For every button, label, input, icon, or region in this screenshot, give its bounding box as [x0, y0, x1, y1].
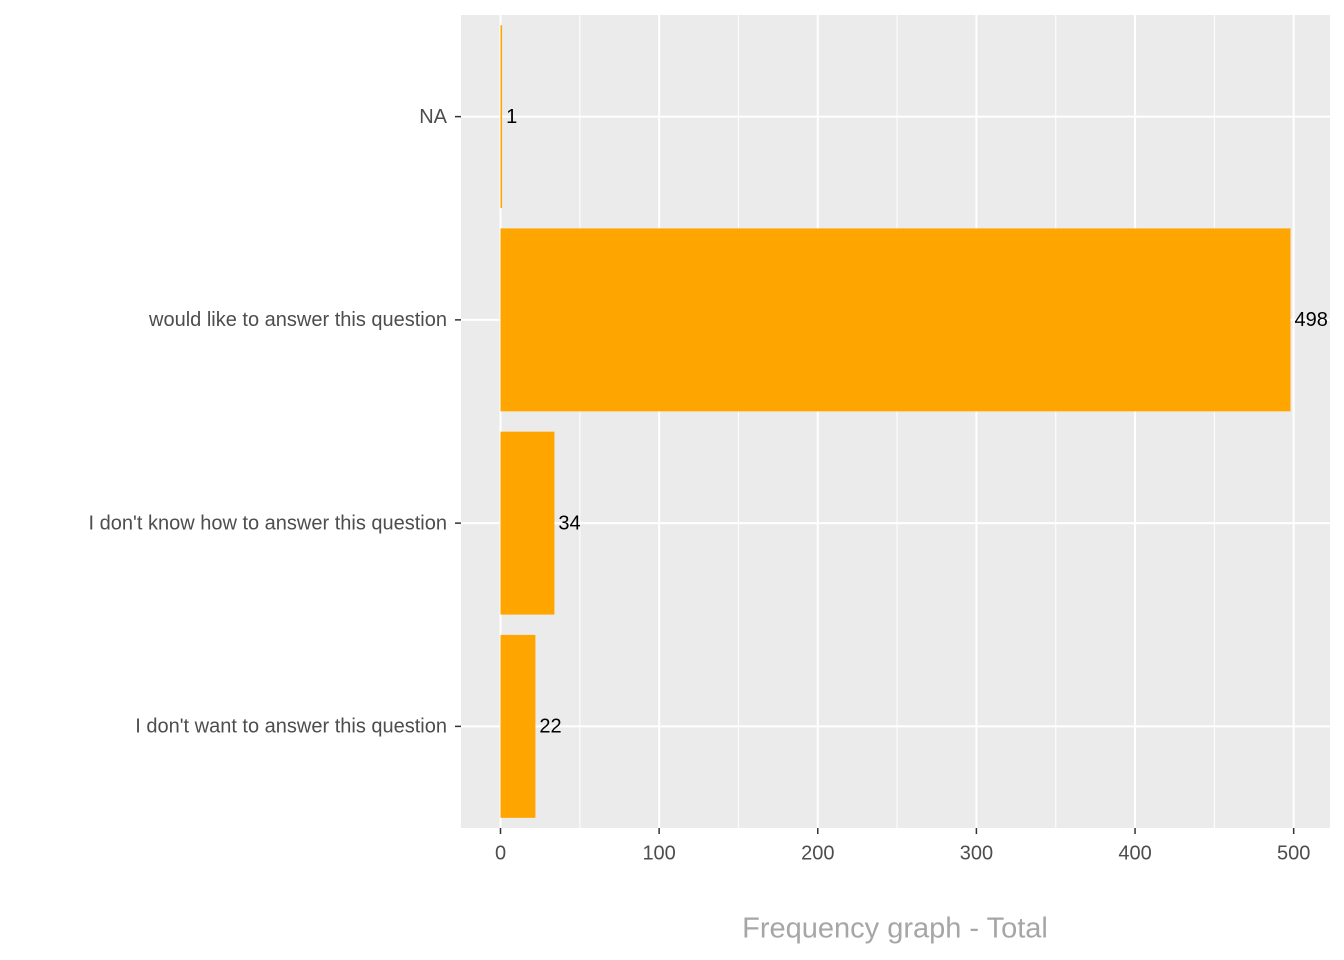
x-tick-label: 400: [1118, 842, 1151, 864]
bar: [500, 634, 536, 818]
x-tick-label: 500: [1277, 842, 1310, 864]
y-tick-label: I don't know how to answer this question: [89, 512, 447, 534]
y-tick-label: I don't want to answer this question: [135, 716, 447, 738]
x-tick-label: 200: [801, 842, 834, 864]
bar: [500, 228, 1291, 412]
bar: [500, 25, 503, 209]
x-tick-label: 300: [960, 842, 993, 864]
y-tick-label: NA: [419, 106, 447, 128]
x-axis-title: Frequency graph - Total: [742, 913, 1048, 945]
value-label: 22: [539, 716, 561, 738]
y-tick-label: would like to answer this question: [148, 309, 447, 331]
bar: [500, 431, 555, 615]
x-tick-label: 0: [495, 842, 506, 864]
value-label: 498: [1295, 309, 1328, 331]
value-label: 1: [506, 106, 517, 128]
panel: [461, 15, 1330, 828]
x-tick-label: 100: [642, 842, 675, 864]
value-label: 34: [558, 512, 580, 534]
